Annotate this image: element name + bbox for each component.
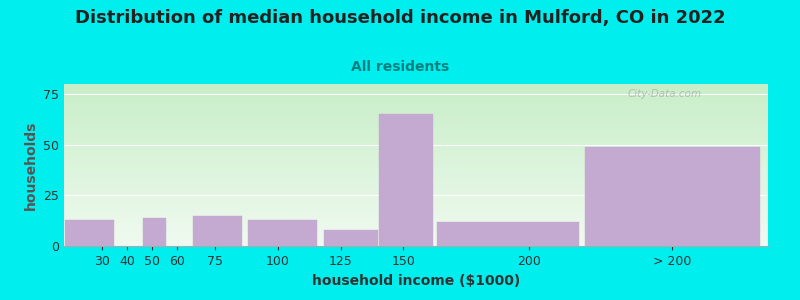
Y-axis label: households: households bbox=[23, 120, 38, 210]
Bar bbox=[65, 220, 114, 246]
Bar bbox=[248, 220, 318, 246]
Bar bbox=[323, 230, 378, 246]
Bar bbox=[142, 218, 166, 246]
Bar bbox=[379, 114, 433, 246]
X-axis label: household income ($1000): household income ($1000) bbox=[312, 274, 520, 288]
Bar bbox=[437, 222, 578, 246]
Bar bbox=[193, 216, 242, 246]
Text: City-Data.com: City-Data.com bbox=[627, 89, 702, 99]
Text: Distribution of median household income in Mulford, CO in 2022: Distribution of median household income … bbox=[74, 9, 726, 27]
Text: All residents: All residents bbox=[351, 60, 449, 74]
Bar bbox=[585, 147, 760, 246]
